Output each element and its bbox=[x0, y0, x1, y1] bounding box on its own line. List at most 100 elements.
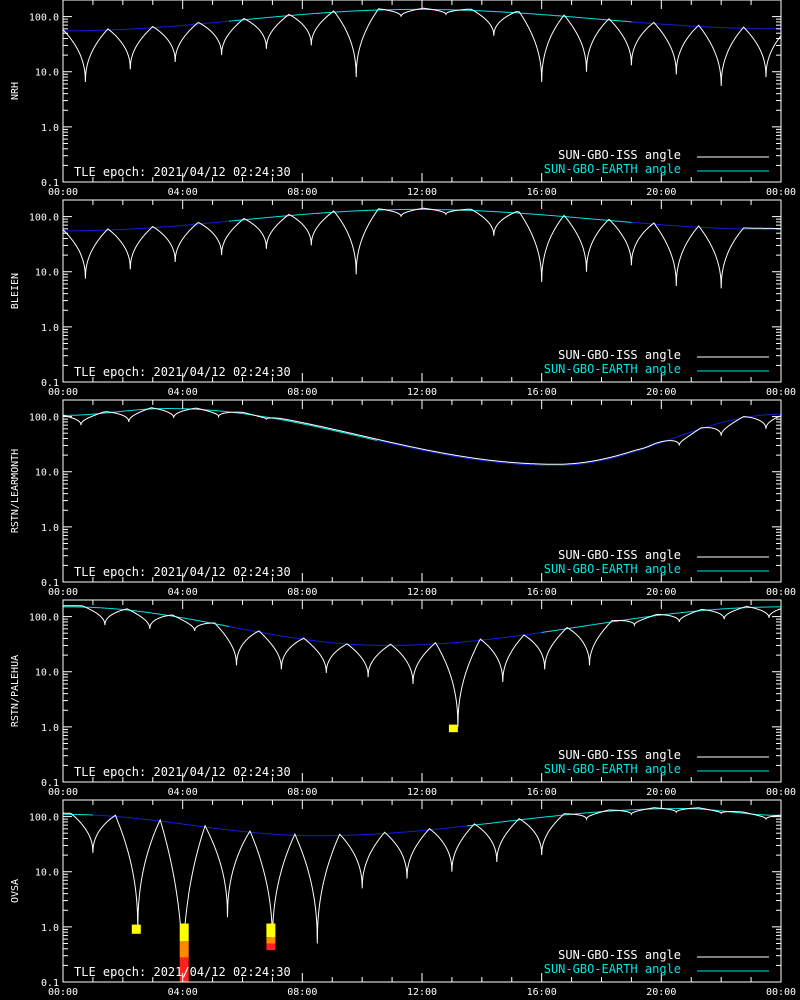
legend-label: SUN-GBO-ISS angle bbox=[558, 948, 681, 962]
legend-label: SUN-GBO-EARTH angle bbox=[544, 362, 681, 376]
station-label: BLEIEN bbox=[10, 273, 21, 309]
y-tick-label: 1.0 bbox=[41, 123, 59, 134]
iss-angle-line bbox=[63, 605, 781, 727]
y-tick-label: 10.0 bbox=[35, 68, 59, 79]
y-tick-label: 100.0 bbox=[29, 413, 59, 424]
x-tick-label: 12:00 bbox=[407, 987, 437, 998]
station-label: OVSA bbox=[10, 879, 21, 903]
legend-label: SUN-GBO-ISS angle bbox=[558, 748, 681, 762]
earth-angle-line bbox=[92, 814, 467, 837]
iss-angle-line bbox=[63, 407, 781, 465]
legend-label: SUN-GBO-ISS angle bbox=[558, 148, 681, 162]
x-tick-label: 00:00 bbox=[48, 187, 78, 198]
x-tick-label: 20:00 bbox=[646, 187, 676, 198]
y-tick-label: 1.0 bbox=[41, 323, 59, 334]
earth-angle-line bbox=[541, 606, 781, 633]
y-tick-label: 0.1 bbox=[41, 578, 59, 589]
x-tick-label: 00:00 bbox=[48, 387, 78, 398]
x-tick-label: 00:00 bbox=[766, 987, 796, 998]
y-tick-label: 10.0 bbox=[35, 668, 59, 679]
y-tick-label: 0.1 bbox=[41, 978, 59, 989]
event-marker bbox=[179, 923, 189, 942]
legend-label: SUN-GBO-EARTH angle bbox=[544, 762, 681, 776]
x-tick-label: 12:00 bbox=[407, 787, 437, 798]
panel-nrh: 0.1 1.0 10.0 100.0 00:00 04:00 08:00 12:00 16:00… bbox=[10, 0, 796, 198]
tle-epoch-label: TLE epoch: 2021/04/12 02:24:30 bbox=[74, 965, 291, 979]
x-tick-label: 08:00 bbox=[287, 787, 317, 798]
x-tick-label: 16:00 bbox=[527, 387, 557, 398]
panel-bleien: 0.1 1.0 10.0 100.0 00:00 04:00 08:00 12:00 16:00… bbox=[10, 199, 796, 398]
tle-epoch-label: TLE epoch: 2021/04/12 02:24:30 bbox=[74, 165, 291, 179]
x-tick-label: 16:00 bbox=[527, 787, 557, 798]
y-tick-label: 100.0 bbox=[29, 813, 59, 824]
station-label: NRH bbox=[10, 82, 21, 100]
x-tick-label: 08:00 bbox=[287, 587, 317, 598]
x-tick-label: 12:00 bbox=[407, 587, 437, 598]
x-tick-label: 20:00 bbox=[646, 387, 676, 398]
tle-epoch-label: TLE epoch: 2021/04/12 02:24:30 bbox=[74, 565, 291, 579]
x-tick-label: 20:00 bbox=[646, 987, 676, 998]
x-tick-label: 16:00 bbox=[527, 187, 557, 198]
panel-rstn-palehua: 0.1 1.0 10.0 100.0 00:00 04:00 08:00 12:00 16:00… bbox=[10, 599, 796, 798]
panel-rstn-learmonth: 0.1 1.0 10.0 100.0 00:00 04:00 08:00 12:00 16:00… bbox=[10, 399, 796, 598]
y-tick-label: 100.0 bbox=[29, 613, 59, 624]
x-tick-label: 08:00 bbox=[287, 187, 317, 198]
event-marker bbox=[448, 724, 458, 733]
x-tick-label: 20:00 bbox=[646, 587, 676, 598]
earth-angle-line bbox=[228, 625, 542, 646]
earth-angle-line bbox=[631, 21, 781, 30]
x-tick-label: 04:00 bbox=[168, 587, 198, 598]
y-tick-label: 10.0 bbox=[35, 468, 59, 479]
y-tick-label: 10.0 bbox=[35, 268, 59, 279]
event-marker bbox=[266, 943, 276, 951]
x-tick-label: 16:00 bbox=[527, 587, 557, 598]
tle-epoch-label: TLE epoch: 2021/04/12 02:24:30 bbox=[74, 765, 291, 779]
event-marker bbox=[179, 941, 189, 958]
x-tick-label: 00:00 bbox=[48, 987, 78, 998]
x-tick-label: 00:00 bbox=[48, 787, 78, 798]
x-tick-label: 08:00 bbox=[287, 987, 317, 998]
earth-angle-line bbox=[63, 606, 230, 627]
x-tick-label: 16:00 bbox=[527, 987, 557, 998]
y-tick-label: 1.0 bbox=[41, 723, 59, 734]
earth-angle-line bbox=[376, 413, 781, 466]
y-tick-label: 0.1 bbox=[41, 778, 59, 789]
y-tick-label: 100.0 bbox=[29, 213, 59, 224]
y-tick-label: 0.1 bbox=[41, 178, 59, 189]
earth-angle-line bbox=[228, 208, 632, 223]
station-label: RSTN/LEARMONTH bbox=[10, 449, 21, 533]
legend-label: SUN-GBO-EARTH angle bbox=[544, 562, 681, 576]
legend-label: SUN-GBO-EARTH angle bbox=[544, 962, 681, 976]
x-tick-label: 00:00 bbox=[48, 587, 78, 598]
y-tick-label: 1.0 bbox=[41, 923, 59, 934]
earth-angle-line bbox=[63, 813, 93, 816]
tle-epoch-label: TLE epoch: 2021/04/12 02:24:30 bbox=[74, 365, 291, 379]
legend-label: SUN-GBO-EARTH angle bbox=[544, 162, 681, 176]
legend-label: SUN-GBO-ISS angle bbox=[558, 548, 681, 562]
event-marker bbox=[266, 937, 276, 944]
x-tick-label: 00:00 bbox=[766, 387, 796, 398]
event-marker bbox=[131, 924, 141, 934]
y-tick-label: 1.0 bbox=[41, 523, 59, 534]
x-tick-label: 04:00 bbox=[168, 787, 198, 798]
station-label: RSTN/PALEHUA bbox=[10, 655, 21, 727]
earth-angle-line bbox=[63, 408, 378, 441]
iss-angle-line bbox=[63, 207, 781, 289]
x-tick-label: 12:00 bbox=[407, 187, 437, 198]
x-tick-label: 08:00 bbox=[287, 387, 317, 398]
legend-label: SUN-GBO-ISS angle bbox=[558, 348, 681, 362]
x-tick-label: 04:00 bbox=[168, 387, 198, 398]
x-tick-label: 00:00 bbox=[766, 787, 796, 798]
x-tick-label: 04:00 bbox=[168, 187, 198, 198]
panel-ovsa: 0.1 1.0 10.0 100.0 00:00 04:00 08:00 12:00 16:00… bbox=[10, 799, 796, 998]
iss-angle-line bbox=[63, 7, 781, 87]
x-tick-label: 20:00 bbox=[646, 787, 676, 798]
x-tick-label: 00:00 bbox=[766, 187, 796, 198]
x-tick-label: 04:00 bbox=[168, 987, 198, 998]
event-marker bbox=[266, 923, 276, 938]
earth-angle-line bbox=[631, 221, 781, 231]
y-tick-label: 100.0 bbox=[29, 13, 59, 24]
y-tick-label: 0.1 bbox=[41, 378, 59, 389]
earth-angle-line bbox=[228, 8, 632, 23]
